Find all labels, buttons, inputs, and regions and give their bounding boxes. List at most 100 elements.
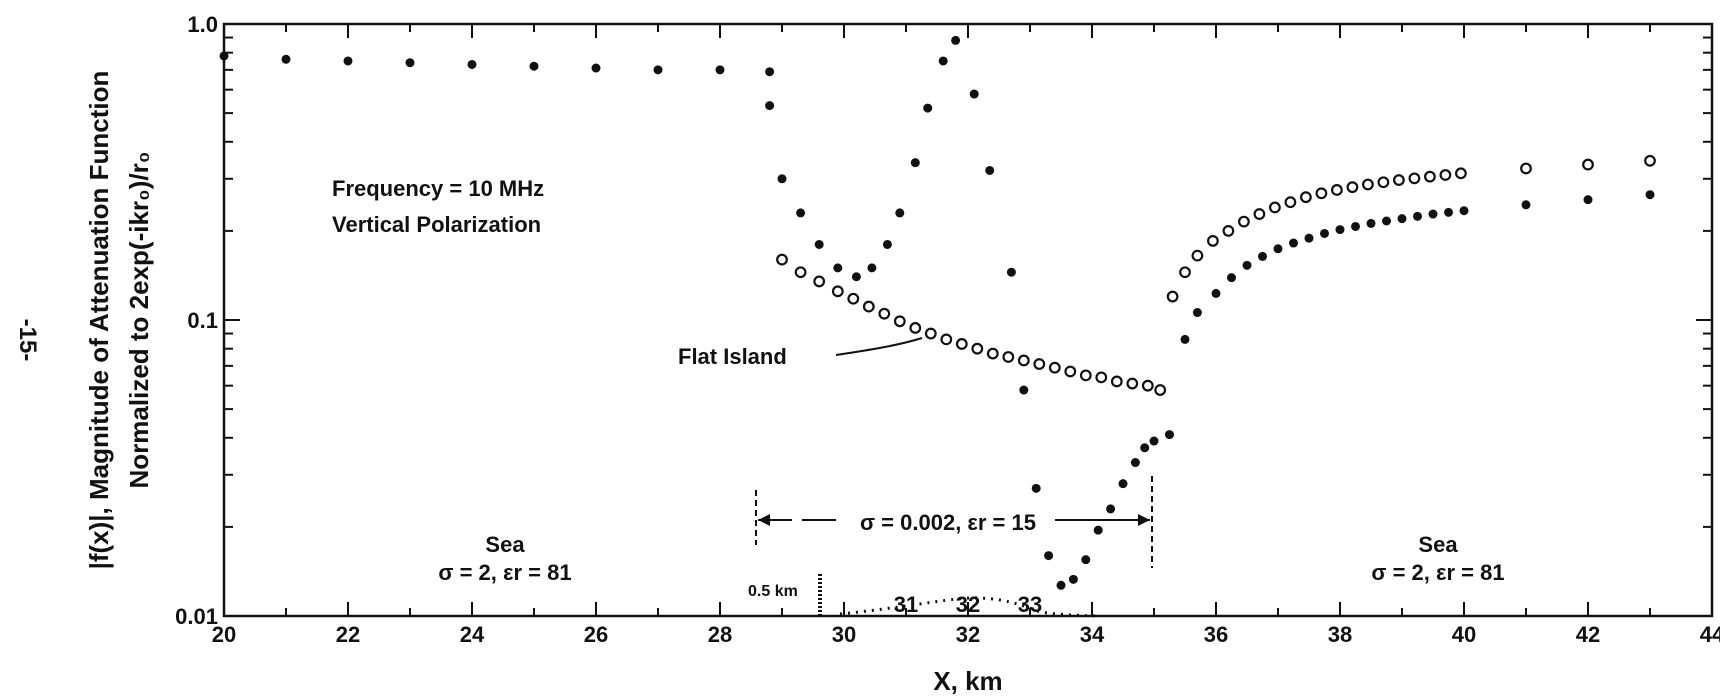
y-axis-title-line2: Normalized to 2exp(-ikr₀)/r₀	[124, 152, 154, 489]
data-point-open	[1423, 170, 1436, 183]
data-point-filled	[1645, 190, 1655, 200]
data-point-filled	[1242, 260, 1252, 270]
data-point-open	[1408, 172, 1421, 185]
data-point-filled	[1130, 458, 1140, 468]
data-point-filled	[765, 67, 775, 77]
x-tick-label: 44	[1700, 622, 1720, 647]
data-point-filled	[467, 59, 477, 69]
data-point-filled	[591, 63, 601, 73]
y-tick-label: 0.01	[175, 604, 218, 629]
data-point-open	[1206, 235, 1219, 247]
data-point-filled	[1351, 221, 1360, 231]
data-point-filled	[1006, 267, 1016, 277]
inset-x-tick-label: 33	[1018, 592, 1042, 617]
data-point-open	[1141, 379, 1154, 392]
y-tick-label: 0.1	[187, 308, 218, 333]
data-point-open	[847, 292, 860, 305]
x-tick-label: 40	[1452, 622, 1476, 647]
data-point-filled	[1413, 211, 1422, 221]
data-point-filled	[715, 65, 725, 75]
x-tick-label: 32	[956, 622, 980, 647]
data-point-open	[940, 333, 953, 346]
data-point-open	[794, 266, 807, 279]
series-filled-markers	[219, 35, 1655, 590]
x-axis: 20 22 24 26 28 30 32 34 36 38 40 42 44 31 32 33	[212, 24, 1720, 647]
data-point-filled	[867, 263, 877, 273]
data-point-open	[1284, 196, 1297, 209]
x-tick-label: 24	[460, 622, 485, 647]
x-tick-label: 28	[708, 622, 732, 647]
data-point-filled	[938, 56, 948, 66]
island-params-label: σ = 0.002, εr = 15	[860, 510, 1036, 535]
data-point-filled	[1273, 244, 1283, 254]
island-arrowhead-right	[1138, 514, 1150, 526]
data-point-filled	[1140, 443, 1150, 453]
data-point-open	[1439, 169, 1452, 181]
flat-island-label: Flat Island	[678, 344, 787, 369]
data-point-open	[831, 285, 844, 298]
data-point-filled	[1211, 288, 1221, 298]
x-tick-label: 38	[1328, 622, 1352, 647]
data-point-open	[1064, 365, 1077, 378]
data-point-filled	[1019, 385, 1029, 395]
data-point-filled	[951, 35, 961, 45]
data-point-open	[1454, 167, 1467, 180]
data-point-filled	[1192, 308, 1202, 318]
data-point-filled	[923, 103, 933, 113]
x-tick-label: 20	[212, 622, 236, 647]
data-point-open	[862, 300, 875, 313]
data-point-filled	[851, 272, 861, 282]
data-point-filled	[1180, 334, 1190, 344]
data-point-filled	[1031, 483, 1041, 493]
x-tick-label: 30	[832, 622, 856, 647]
data-point-open	[1017, 354, 1030, 367]
data-point-open	[1346, 181, 1359, 194]
sea-right-title: Sea	[1418, 532, 1458, 557]
island-arrowhead-left	[758, 514, 770, 526]
page-number: -15-	[14, 319, 41, 362]
y-axis: 1.0 0.1 0.01	[175, 12, 1712, 629]
data-point-filled	[1397, 214, 1407, 224]
data-point-open	[1330, 184, 1343, 196]
data-point-filled	[833, 263, 843, 273]
data-point-filled	[1382, 216, 1391, 226]
data-point-filled	[969, 89, 979, 99]
data-point-filled	[1320, 228, 1329, 238]
sea-left-title: Sea	[485, 532, 525, 557]
sea-left-params: σ = 2, εr = 81	[438, 560, 571, 585]
data-point-filled	[1521, 200, 1531, 210]
x-tick-label: 22	[336, 622, 360, 647]
data-point-open	[776, 253, 788, 266]
data-point-open	[1299, 191, 1312, 204]
data-point-open	[955, 338, 968, 350]
data-point-filled	[1289, 238, 1298, 248]
polarization-label: Vertical Polarization	[332, 212, 541, 237]
terrain-profile	[839, 596, 1101, 618]
data-point-filled	[1335, 225, 1345, 235]
data-point-filled	[1428, 209, 1438, 219]
data-point-open	[1002, 351, 1015, 363]
data-point-filled	[796, 208, 806, 218]
data-point-open	[1095, 371, 1108, 384]
data-point-open	[1191, 249, 1204, 262]
data-point-filled	[1149, 436, 1159, 446]
data-point-open	[1079, 369, 1092, 382]
inset-x-tick-label: 31	[894, 592, 918, 617]
data-point-filled	[1044, 551, 1054, 561]
data-point-open	[1222, 224, 1235, 237]
data-point-open	[971, 342, 984, 355]
data-point-filled	[1227, 273, 1236, 283]
data-point-filled	[653, 65, 663, 75]
data-point-open	[1033, 358, 1046, 370]
data-point-filled	[1583, 195, 1593, 205]
data-point-open	[1377, 176, 1390, 189]
data-point-filled	[882, 239, 892, 249]
data-point-filled	[985, 165, 995, 175]
x-tick-label: 26	[584, 622, 608, 647]
data-point-filled	[1081, 555, 1091, 565]
data-point-open	[1179, 266, 1191, 279]
data-point-open	[1520, 162, 1532, 175]
data-point-filled	[1056, 580, 1066, 590]
data-point-open	[878, 307, 891, 320]
